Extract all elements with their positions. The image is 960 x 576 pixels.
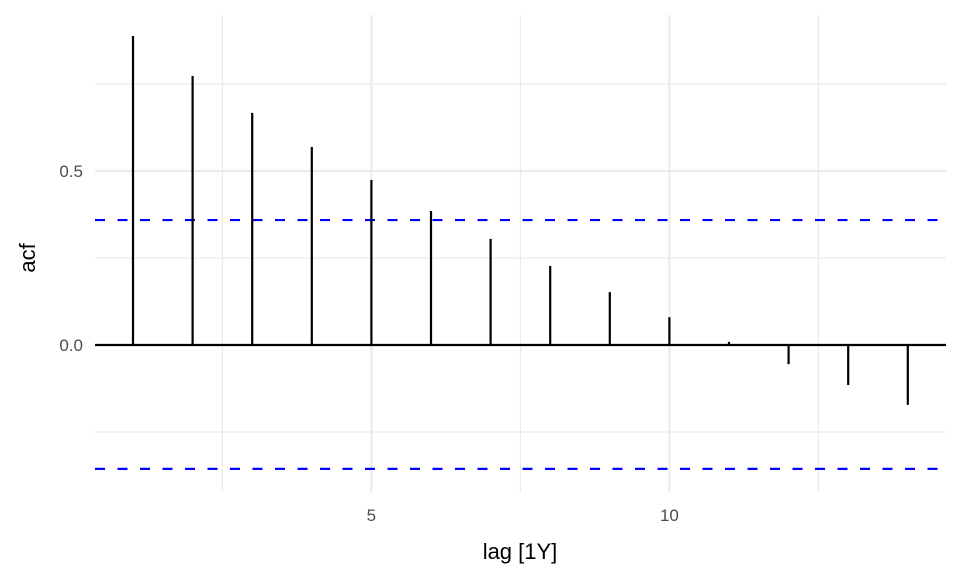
y-axis-ticks: 0.0 0.5 [59, 162, 83, 355]
confidence-bounds [95, 218, 946, 470]
y-tick-label: 0.0 [59, 336, 83, 355]
x-axis-title: lag [1Y] [483, 539, 558, 564]
x-tick-label: 5 [367, 506, 376, 525]
y-axis-title: acf [15, 242, 40, 272]
acf-bars [131, 35, 909, 405]
x-tick-label: 10 [660, 506, 679, 525]
grid [95, 15, 946, 492]
x-axis-ticks: 5 10 [367, 506, 679, 525]
y-tick-label: 0.5 [59, 162, 83, 181]
